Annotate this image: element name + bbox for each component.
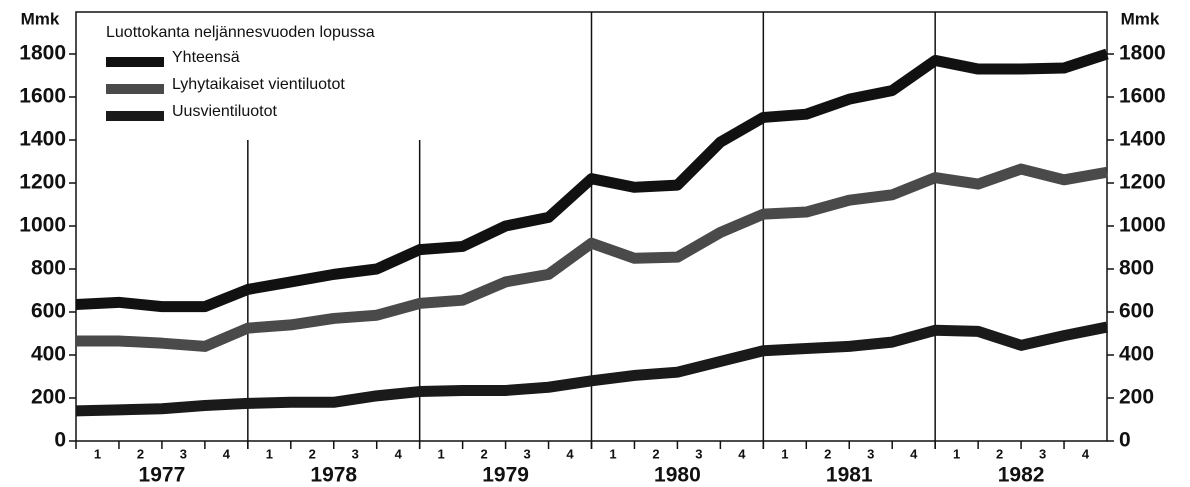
x-tick-label: 1 <box>953 446 960 461</box>
year-label: 1982 <box>998 464 1045 487</box>
y-tick-label: 0 <box>54 429 66 452</box>
y-tick-label: 1600 <box>1119 85 1166 108</box>
x-tick-label: 4 <box>566 446 574 461</box>
y-tick-label: 800 <box>31 257 66 280</box>
year-label: 1977 <box>139 464 186 487</box>
y-tick-label: 1200 <box>19 171 66 194</box>
y-tick-label: 1400 <box>1119 128 1166 151</box>
y-tick-label: 1400 <box>19 128 66 151</box>
y-tick-label: 1600 <box>19 85 66 108</box>
x-tick-label: 3 <box>867 446 874 461</box>
y-unit-left: Mmk <box>21 9 60 28</box>
x-tick-label: 3 <box>352 446 359 461</box>
x-tick-label: 1 <box>94 446 101 461</box>
x-tick-label: 4 <box>395 446 403 461</box>
x-tick-label: 4 <box>738 446 746 461</box>
y-tick-label: 1800 <box>19 42 66 65</box>
legend-label: Yhteensä <box>172 49 240 66</box>
legend-label: Uusvientiluotot <box>172 103 278 120</box>
x-tick-label: 1 <box>266 446 273 461</box>
y-tick-label: 0 <box>1119 429 1131 452</box>
y-tick-label: 1000 <box>1119 214 1166 237</box>
x-tick-label: 1 <box>438 446 445 461</box>
x-tick-label: 2 <box>480 446 487 461</box>
y-tick-label: 400 <box>31 343 66 366</box>
y-tick-label: 200 <box>31 386 66 409</box>
y-tick-label: 1200 <box>1119 171 1166 194</box>
x-tick-label: 3 <box>180 446 187 461</box>
x-tick-label: 2 <box>824 446 831 461</box>
legend-label: Lyhytaikaiset vientiluotot <box>172 76 345 93</box>
year-label: 1981 <box>826 464 873 487</box>
x-tick-label: 4 <box>1082 446 1090 461</box>
x-tick-label: 2 <box>996 446 1003 461</box>
year-label: 1979 <box>482 464 529 487</box>
y-tick-label: 600 <box>31 300 66 323</box>
x-tick-label: 2 <box>137 446 144 461</box>
x-tick-label: 4 <box>910 446 918 461</box>
x-tick-label: 2 <box>652 446 659 461</box>
y-tick-label: 200 <box>1119 386 1154 409</box>
y-tick-label: 1800 <box>1119 42 1166 65</box>
x-tick-label: 2 <box>309 446 316 461</box>
x-tick-label: 1 <box>609 446 616 461</box>
x-tick-label: 3 <box>523 446 530 461</box>
x-tick-label: 4 <box>223 446 231 461</box>
y-tick-label: 400 <box>1119 343 1154 366</box>
legend-title: Luottokanta neljännesvuoden lopussa <box>106 24 375 41</box>
y-tick-label: 800 <box>1119 257 1154 280</box>
year-label: 1978 <box>310 464 357 487</box>
series-line <box>76 163 1108 352</box>
x-tick-label: 3 <box>695 446 702 461</box>
year-label: 1980 <box>654 464 701 487</box>
y-tick-label: 600 <box>1119 300 1154 323</box>
y-tick-label: 1000 <box>19 214 66 237</box>
series-line <box>75 321 1109 417</box>
series-line <box>75 48 1109 313</box>
x-tick-label: 3 <box>1039 446 1046 461</box>
x-tick-label: 1 <box>781 446 788 461</box>
y-unit-right: Mmk <box>1121 9 1160 28</box>
